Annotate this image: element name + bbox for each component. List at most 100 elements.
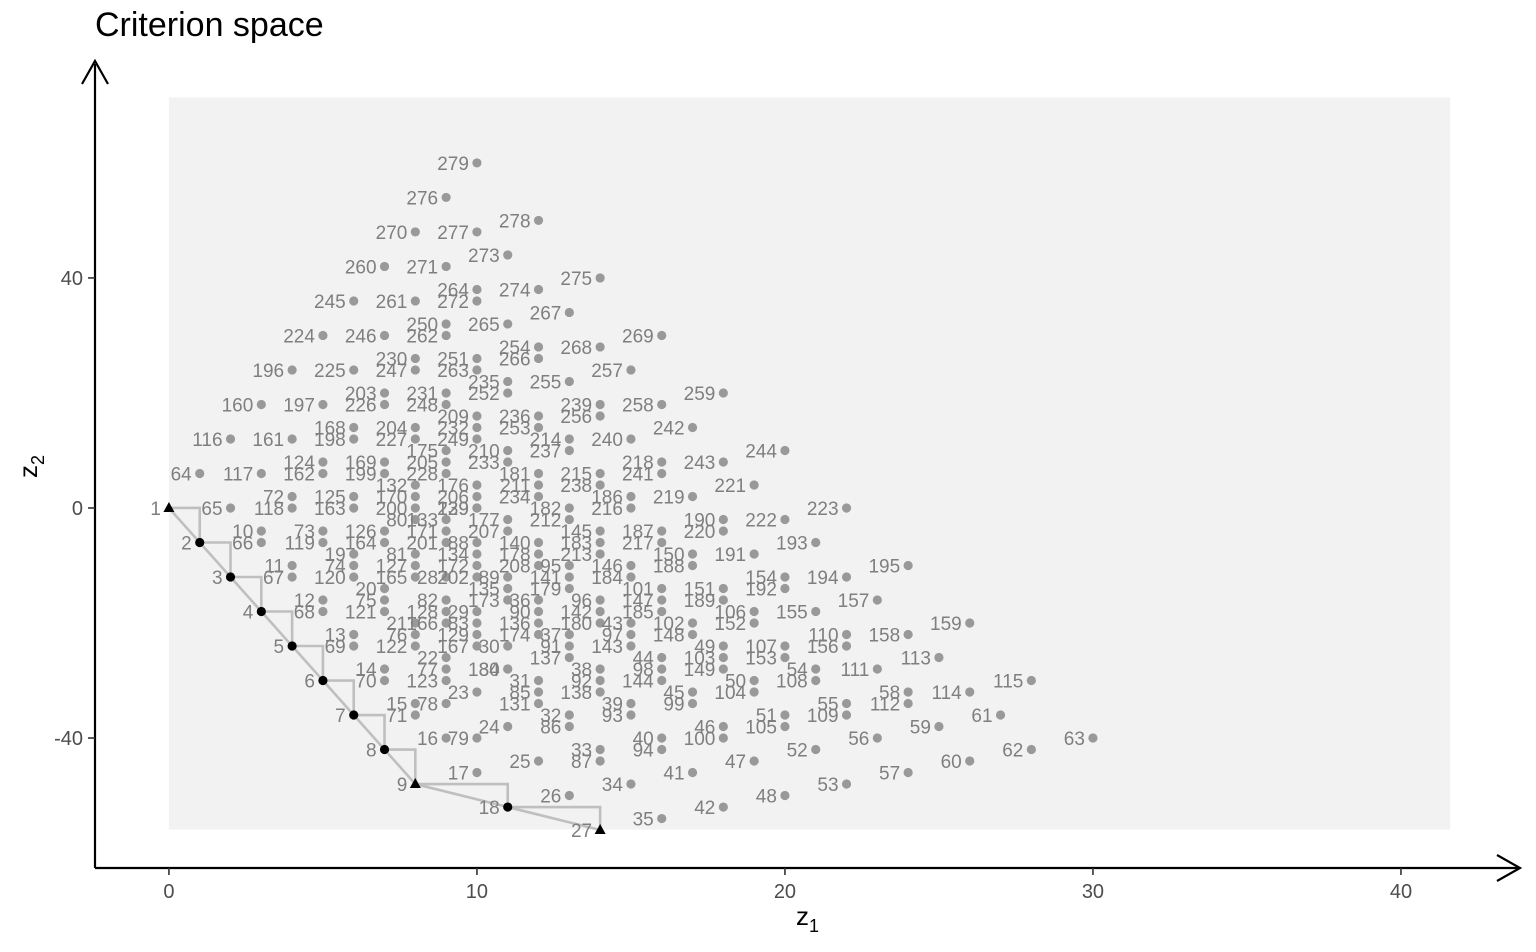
point-label: 140 — [499, 533, 531, 554]
point-label: 279 — [437, 154, 469, 175]
point-marker — [564, 710, 574, 720]
point-label: 243 — [684, 453, 716, 474]
point-label: 34 — [602, 775, 624, 796]
point-label: 167 — [437, 637, 469, 658]
point-label: 263 — [437, 361, 469, 382]
point-marker — [410, 560, 420, 571]
point-label: 139 — [437, 499, 469, 520]
point-marker — [441, 537, 451, 548]
point-label: 246 — [345, 326, 377, 347]
point-marker — [503, 457, 513, 467]
point-label: 218 — [622, 453, 654, 474]
point-marker — [595, 537, 605, 548]
point-label: 110 — [808, 626, 838, 647]
point-marker — [595, 756, 605, 766]
point-marker — [657, 733, 667, 743]
point-marker — [903, 687, 913, 697]
point-label: 106 — [714, 603, 746, 624]
point-label: 72 — [263, 487, 284, 508]
point-marker — [410, 422, 420, 433]
point-marker — [564, 560, 574, 571]
point-marker — [349, 560, 359, 571]
point-marker — [626, 710, 636, 720]
point-marker — [749, 687, 759, 697]
point-marker — [595, 480, 605, 490]
point-label: 26 — [540, 787, 561, 808]
point-marker — [256, 537, 266, 548]
point-label: 201 — [406, 533, 438, 554]
point-label: 37 — [540, 626, 561, 647]
point-marker — [872, 595, 882, 605]
point-label: 62 — [1002, 741, 1023, 762]
point-marker — [657, 652, 667, 663]
point-marker — [564, 376, 574, 387]
point-label: 252 — [468, 384, 500, 405]
point-label: 187 — [622, 522, 654, 543]
point-label: 58 — [879, 683, 900, 704]
point-marker — [379, 583, 390, 594]
point-marker — [626, 434, 636, 444]
point-label: 212 — [530, 510, 562, 531]
point-marker — [503, 595, 513, 605]
point-marker — [410, 365, 420, 375]
point-label: 270 — [376, 223, 408, 244]
point-marker — [503, 388, 513, 398]
point-marker — [349, 641, 359, 651]
point-label: 68 — [294, 603, 315, 624]
point-label: 119 — [285, 533, 315, 554]
point-marker — [379, 261, 390, 272]
point-marker — [564, 629, 574, 640]
point-label: 178 — [499, 545, 531, 566]
point-label: 144 — [622, 672, 654, 693]
point-label: 219 — [653, 487, 685, 508]
point-marker — [318, 595, 328, 605]
point-marker — [934, 652, 944, 663]
point-label: 49 — [694, 637, 715, 658]
point-label: 207 — [468, 522, 500, 543]
point-marker — [626, 618, 636, 628]
point-marker — [533, 491, 544, 502]
point-label: 179 — [530, 579, 562, 600]
point-marker — [1026, 675, 1036, 686]
point-label: 13 — [325, 626, 346, 647]
point-marker — [441, 618, 451, 628]
point-marker — [657, 330, 667, 341]
point-label: 8 — [366, 741, 377, 762]
point-marker — [718, 388, 728, 398]
point-label: 175 — [406, 441, 438, 462]
point-label: 227 — [376, 430, 408, 451]
point-label: 79 — [448, 729, 469, 750]
point-label: 189 — [684, 591, 716, 612]
point-label: 45 — [663, 683, 684, 704]
point-marker — [841, 698, 852, 709]
point-marker — [841, 629, 852, 640]
point-marker — [287, 560, 297, 571]
point-marker — [811, 606, 821, 617]
point-marker — [225, 434, 236, 444]
point-marker — [318, 468, 328, 479]
point-label: 271 — [406, 257, 438, 278]
point-marker — [441, 606, 451, 617]
point-label: 43 — [602, 614, 623, 635]
point-marker — [318, 330, 328, 341]
point-marker — [626, 572, 636, 582]
point-label: 126 — [345, 522, 377, 543]
point-marker — [780, 652, 790, 663]
point-label: 61 — [971, 706, 992, 727]
point-marker — [687, 549, 698, 559]
point-label: 203 — [345, 384, 377, 405]
point-marker — [472, 227, 482, 237]
point-label: 94 — [633, 741, 655, 762]
point-label: 101 — [622, 579, 654, 600]
point-marker — [657, 595, 667, 605]
point-marker — [1026, 744, 1036, 755]
point-label: 83 — [448, 614, 469, 635]
point-label: 31 — [509, 672, 530, 693]
point-marker — [410, 641, 420, 651]
point-marker — [472, 158, 482, 168]
point-marker — [749, 606, 759, 617]
point-label: 222 — [745, 510, 777, 531]
point-label: 46 — [694, 718, 715, 739]
point-marker — [718, 641, 728, 651]
point-marker — [657, 664, 667, 674]
